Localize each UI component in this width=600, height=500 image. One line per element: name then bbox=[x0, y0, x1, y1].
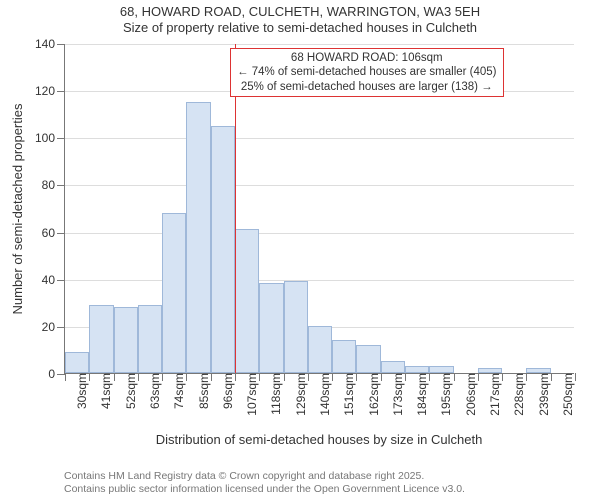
x-tick-label: 195sqm bbox=[429, 373, 453, 416]
histogram-bar bbox=[89, 305, 113, 373]
title-block: 68, HOWARD ROAD, CULCHETH, WARRINGTON, W… bbox=[0, 0, 600, 37]
histogram-bar bbox=[284, 281, 308, 373]
histogram-bar bbox=[356, 345, 380, 373]
x-tick-label: 228sqm bbox=[502, 373, 526, 416]
title-main: 68, HOWARD ROAD, CULCHETH, WARRINGTON, W… bbox=[0, 4, 600, 20]
y-tick-label: 120 bbox=[35, 84, 65, 98]
y-tick-label: 0 bbox=[48, 367, 65, 381]
x-tick-label: 118sqm bbox=[259, 373, 283, 415]
x-tick-label: 184sqm bbox=[405, 373, 429, 416]
x-tick-label: 63sqm bbox=[138, 373, 162, 409]
x-tick-label: 140sqm bbox=[308, 373, 332, 416]
x-tick-label: 96sqm bbox=[211, 373, 235, 409]
annotation-box: 68 HOWARD ROAD: 106sqm ← 74% of semi-det… bbox=[230, 48, 504, 97]
histogram-bar bbox=[429, 366, 453, 373]
y-tick-label: 100 bbox=[35, 131, 65, 145]
chart-container: 68, HOWARD ROAD, CULCHETH, WARRINGTON, W… bbox=[0, 0, 600, 500]
y-tick-label: 40 bbox=[42, 273, 65, 287]
x-tick bbox=[575, 373, 576, 381]
histogram-bar bbox=[235, 229, 259, 373]
histogram-bar bbox=[114, 307, 138, 373]
x-tick-label: 151sqm bbox=[332, 373, 356, 416]
x-tick-label: 173sqm bbox=[381, 373, 405, 416]
gridline-h bbox=[65, 233, 574, 234]
histogram-bar bbox=[162, 213, 186, 373]
plot-region: 68 HOWARD ROAD: 106sqm ← 74% of semi-det… bbox=[64, 44, 574, 374]
x-tick-label: 239sqm bbox=[527, 373, 551, 416]
x-tick-label: 162sqm bbox=[357, 373, 381, 416]
gridline-h bbox=[65, 280, 574, 281]
histogram-bar bbox=[381, 361, 405, 373]
footer: Contains HM Land Registry data © Crown c… bbox=[64, 470, 465, 496]
histogram-bar bbox=[259, 283, 283, 373]
histogram-bar bbox=[138, 305, 162, 373]
x-tick-label: 30sqm bbox=[65, 373, 89, 409]
x-tick-label: 41sqm bbox=[89, 373, 113, 409]
x-tick-label: 217sqm bbox=[478, 373, 502, 416]
footer-line2: Contains public sector information licen… bbox=[64, 483, 465, 496]
y-tick-label: 140 bbox=[35, 37, 65, 51]
x-tick-label: 250sqm bbox=[551, 373, 575, 416]
gridline-h bbox=[65, 138, 574, 139]
histogram-bar bbox=[65, 352, 89, 373]
x-tick-label: 52sqm bbox=[114, 373, 138, 409]
x-tick-label: 107sqm bbox=[235, 373, 259, 416]
annotation-line3: 25% of semi-detached houses are larger (… bbox=[237, 80, 497, 94]
y-tick-label: 60 bbox=[42, 226, 65, 240]
x-tick-label: 85sqm bbox=[187, 373, 211, 409]
histogram-bar bbox=[186, 102, 210, 373]
y-tick-label: 20 bbox=[42, 320, 65, 334]
annotation-line2: ← 74% of semi-detached houses are smalle… bbox=[237, 65, 497, 79]
gridline-h bbox=[65, 44, 574, 45]
histogram-bar bbox=[211, 126, 235, 374]
footer-line1: Contains HM Land Registry data © Crown c… bbox=[64, 470, 465, 483]
y-tick-label: 80 bbox=[42, 178, 65, 192]
gridline-h bbox=[65, 185, 574, 186]
x-axis-label: Distribution of semi-detached houses by … bbox=[64, 432, 574, 447]
x-tick-label: 129sqm bbox=[284, 373, 308, 416]
histogram-bar bbox=[405, 366, 429, 373]
annotation-line1: 68 HOWARD ROAD: 106sqm bbox=[237, 51, 497, 65]
histogram-bar bbox=[308, 326, 332, 373]
y-axis-label: Number of semi-detached properties bbox=[10, 104, 25, 315]
x-tick-label: 74sqm bbox=[162, 373, 186, 409]
histogram-bar bbox=[332, 340, 356, 373]
title-sub: Size of property relative to semi-detach… bbox=[0, 20, 600, 36]
x-tick-label: 206sqm bbox=[454, 373, 478, 416]
